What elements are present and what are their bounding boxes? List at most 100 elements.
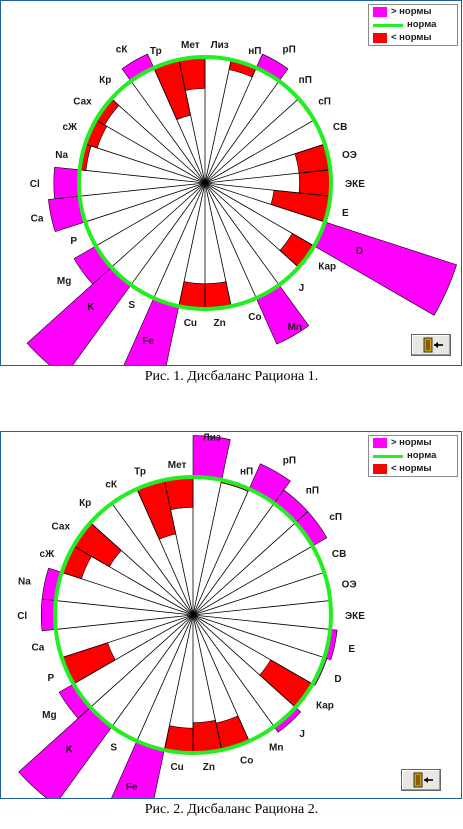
- spoke: [153, 67, 206, 184]
- category-label-Cl: Cl: [17, 611, 27, 622]
- category-label-пП: пП: [299, 75, 312, 86]
- category-label-ОЭ: ОЭ: [342, 150, 357, 161]
- spoke: [136, 614, 194, 742]
- chart-panel-2: Лиз нП рП пП сП СВ ОЭ ЭКЕ Е D Кар J Mn Co Zn Cu Fe S K Mg P C…: [0, 431, 462, 799]
- spoke: [178, 182, 206, 307]
- category-label-Fe: Fe: [126, 782, 138, 793]
- category-labels: Лиз нП рП пП сП СВ ОЭ ЭКЕ Е D Кар J Mn Co Zn Cu Fe S K Mg P C…: [30, 40, 365, 347]
- category-label-K: K: [87, 302, 95, 313]
- legend-label-above: > нормы: [391, 437, 432, 448]
- spoke: [130, 80, 206, 184]
- spoke: [61, 614, 194, 659]
- spoke: [204, 119, 315, 184]
- category-label-сК: сК: [116, 45, 129, 56]
- spoke: [192, 522, 296, 616]
- spoke: [204, 98, 299, 184]
- bar-Кар: [259, 659, 313, 708]
- legend-item-above: > нормы: [373, 437, 457, 450]
- spoke: [192, 571, 325, 616]
- category-label-Тр: Тр: [134, 466, 146, 477]
- category-label-сП: сП: [329, 512, 342, 523]
- bar-Cl: [53, 166, 81, 200]
- legend-swatch-norm: [373, 24, 403, 27]
- spoke: [79, 169, 206, 184]
- legend-label-norm: норма: [407, 450, 437, 461]
- category-label-Лиз: Лиз: [211, 40, 229, 51]
- category-label-D: D: [356, 246, 363, 257]
- spoke: [192, 479, 223, 616]
- category-label-Е: Е: [342, 208, 349, 219]
- legend-1: > нормы норма < нормы: [368, 4, 458, 46]
- spoke: [95, 182, 206, 247]
- spoke: [85, 182, 206, 223]
- category-label-пП: пП: [306, 486, 319, 497]
- category-label-Mg: Mg: [42, 710, 56, 721]
- spoke: [111, 614, 194, 727]
- category-label-нП: нП: [240, 466, 253, 477]
- spoke: [192, 488, 250, 616]
- category-label-рП: рП: [283, 455, 296, 466]
- legend-item-below: < нормы: [373, 32, 457, 45]
- category-label-Na: Na: [55, 150, 68, 161]
- bar-ЭКЕ: [298, 169, 332, 197]
- bar-J: [273, 706, 302, 733]
- spoke: [90, 614, 194, 708]
- category-label-Сах: Сах: [52, 522, 71, 533]
- radial-chart-2: Лиз нП рП пП сП СВ ОЭ ЭКЕ Е D Кар J Mn Co Zn Cu Fe S K Mg P C…: [17, 432, 365, 798]
- spoke: [204, 143, 325, 184]
- category-label-K: K: [66, 744, 74, 755]
- spoke: [90, 522, 194, 616]
- spoke: [192, 614, 250, 742]
- legend-label-below: < нормы: [391, 32, 432, 43]
- exit-button-2[interactable]: [401, 769, 441, 791]
- legend-label-below: < нормы: [391, 463, 432, 474]
- category-label-сЖ: сЖ: [40, 549, 56, 560]
- bar-Кар: [279, 232, 315, 268]
- bar-Zn: [204, 281, 232, 310]
- chart-panel-1: Лиз нП рП пП сП СВ ОЭ ЭКЕ Е D Кар J Mn Co Zn Cu Fe S K Mg P C…: [0, 0, 462, 366]
- caption-1: Рис. 1. Дисбаланс Рациона 1.: [144, 369, 319, 384]
- center-point: [190, 612, 196, 618]
- spoke: [204, 182, 315, 247]
- category-labels: Лиз нП рП пП сП СВ ОЭ ЭКЕ Е D Кар J Mn Co Zn Cu Fe S K Mg P C…: [17, 432, 365, 792]
- category-label-Мет: Мет: [168, 460, 187, 471]
- spoke: [111, 503, 194, 616]
- category-label-ОЭ: ОЭ: [342, 579, 357, 590]
- spoke: [73, 545, 194, 616]
- legend-label-norm: норма: [407, 19, 437, 30]
- category-label-Тр: Тр: [150, 46, 162, 57]
- spoke: [204, 182, 280, 286]
- caption-2: Рис. 2. Дисбаланс Рациона 2.: [144, 802, 319, 817]
- spoke: [204, 67, 257, 184]
- center-point: [202, 180, 208, 186]
- spoke: [192, 503, 275, 616]
- spoke: [192, 614, 296, 708]
- norm-circle: [77, 55, 333, 311]
- spoke: [111, 98, 206, 184]
- category-label-Е: Е: [348, 644, 355, 655]
- spoke: [192, 614, 325, 659]
- category-label-Mn: Mn: [269, 743, 283, 754]
- legend-swatch-norm: [373, 455, 403, 458]
- spoke: [192, 614, 331, 630]
- spokes: [55, 477, 331, 753]
- category-label-рП: рП: [283, 45, 296, 56]
- spoke: [55, 614, 194, 630]
- category-label-D: D: [334, 674, 341, 685]
- category-label-Co: Co: [240, 756, 253, 767]
- legend-swatch-below: [373, 33, 387, 43]
- category-label-сК: сК: [105, 479, 118, 490]
- category-label-Мет: Мет: [181, 40, 200, 51]
- category-label-Кар: Кар: [318, 261, 336, 272]
- spoke: [111, 182, 206, 268]
- spoke: [73, 614, 194, 685]
- category-label-P: P: [70, 236, 77, 247]
- spoke: [192, 614, 313, 685]
- category-label-Cu: Cu: [170, 762, 183, 773]
- category-label-Сах: Сах: [73, 97, 92, 108]
- exit-button-1[interactable]: [411, 334, 451, 356]
- category-label-СВ: СВ: [332, 549, 346, 560]
- category-label-Na: Na: [18, 577, 31, 588]
- category-label-сП: сП: [318, 97, 331, 108]
- category-label-Zn: Zn: [203, 762, 215, 773]
